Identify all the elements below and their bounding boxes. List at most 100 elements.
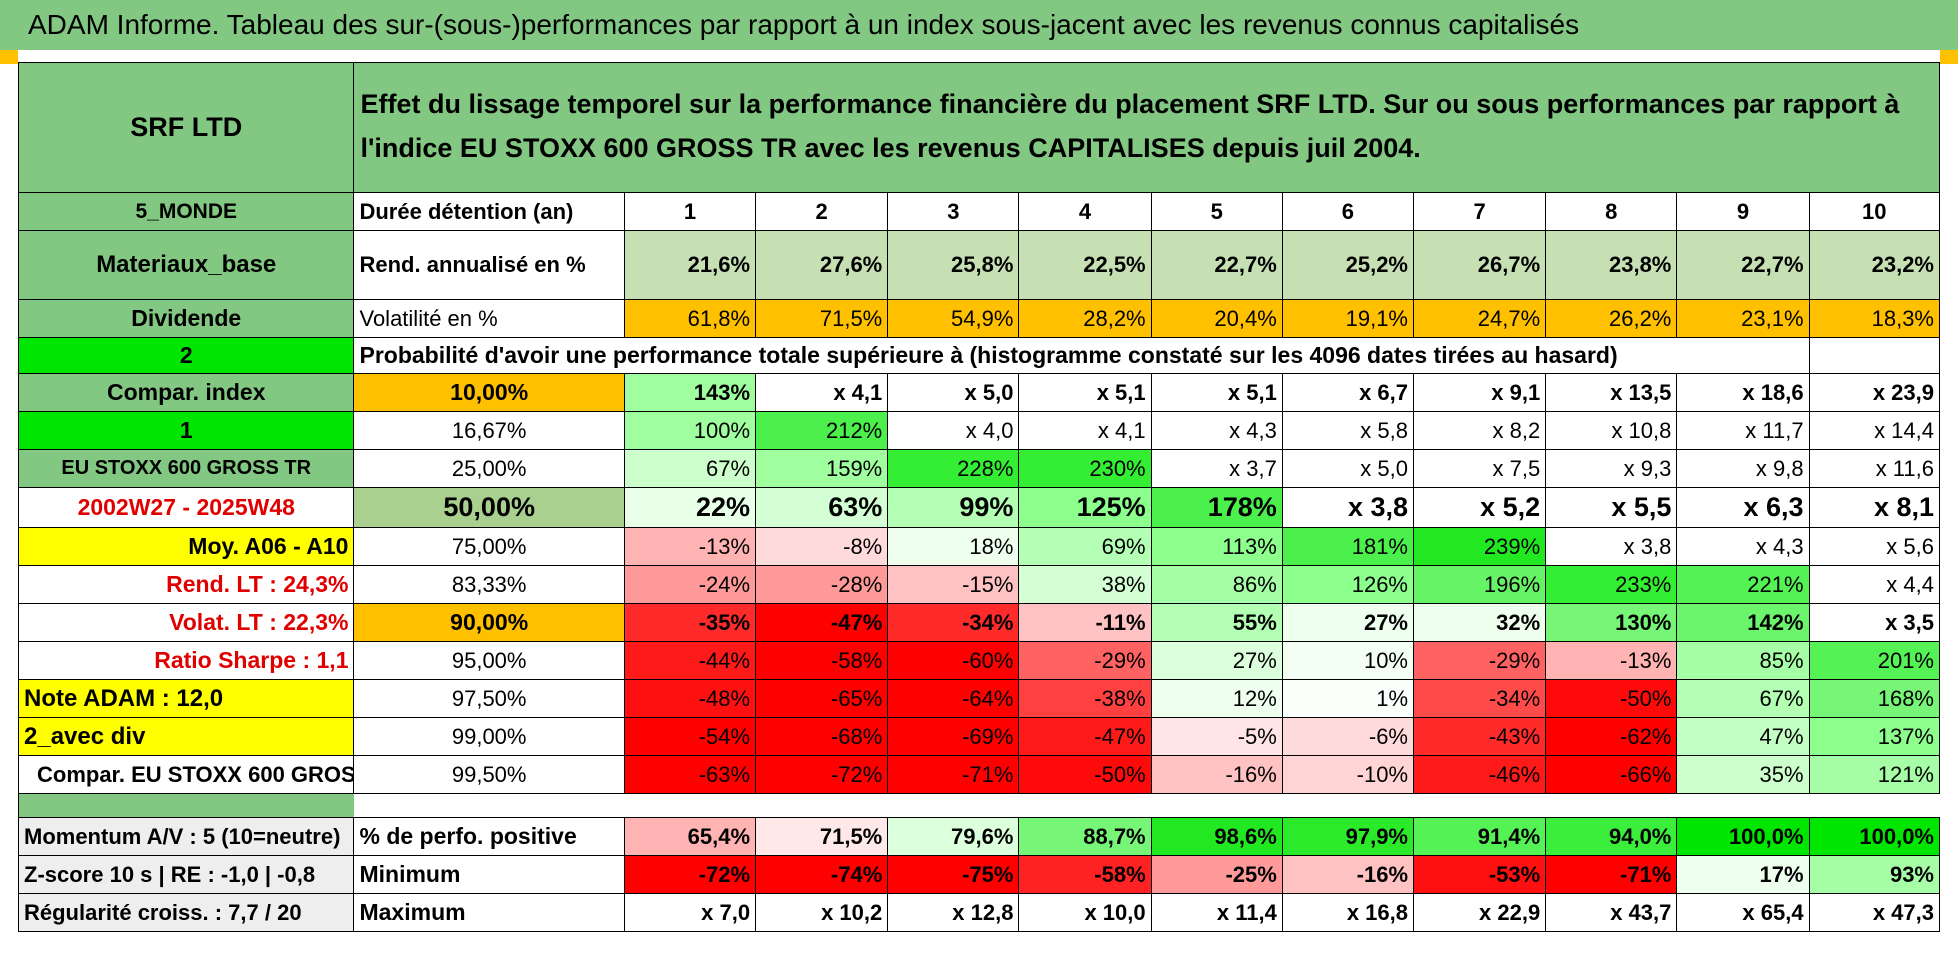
minimum-row: Z-score 10 s | RE : -1,0 | -0,8 Minimum … [17,855,1941,894]
probability-cell: 137% [1808,717,1941,756]
probability-row: Ratio Sharpe : 1,1 95,00% -44% -58% -60%… [17,641,1941,680]
stat-cell: 88,7% [1018,817,1152,856]
probability-cell: -69% [887,717,1020,756]
stat-cell: -25% [1150,855,1283,894]
maximum-row: Régularité croiss. : 7,7 / 20 Maximum x … [17,893,1941,932]
probability-cell: -54% [623,717,757,756]
probability-row-median: 2002W27 - 2025W48 50,00% 22% 63% 99% 125… [17,487,1941,528]
probability-cell: -10% [1281,755,1415,794]
adam-score-label: Note ADAM : 12,0 [17,679,355,718]
return-value: 25,2% [1281,230,1415,300]
probability-cell: -8% [755,527,889,566]
probability-threshold: 90,00% [353,603,625,642]
probability-row: Rend. LT : 24,3% 83,33% -24% -28% -15% 3… [17,565,1941,604]
probability-cell: -16% [1150,755,1283,794]
probability-cell: -24% [623,565,757,604]
stat-cell: 65,4% [623,817,757,856]
probability-threshold: 99,50% [353,755,625,794]
probability-cell: -58% [755,641,889,680]
probability-cell: 178% [1150,487,1283,528]
income-type-label: Dividende [17,299,355,338]
option-cell-2[interactable]: 1 [17,411,355,450]
period-label: 2002W27 - 2025W48 [17,487,355,528]
probability-cell: x 4,1 [755,373,889,412]
volatility-value: 23,1% [1676,299,1810,338]
probability-cell: 125% [1018,487,1152,528]
probability-cell: 142% [1676,603,1810,642]
probability-cell: x 13,5 [1545,373,1678,412]
probability-threshold: 75,00% [353,527,625,566]
volatility-value: 61,8% [623,299,757,338]
probability-cell: 239% [1412,527,1547,566]
probability-threshold: 99,00% [353,717,625,756]
year-header: 4 [1018,192,1152,231]
dividend-mode-label: 2_avec div [17,717,355,756]
volatility-value: 71,5% [755,299,889,338]
security-name-cell: SRF LTD [17,62,355,193]
probability-cell: x 11,6 [1808,449,1941,488]
probability-row: 1 16,67% 100% 212% x 4,0 x 4,1 x 4,3 x 5… [17,411,1941,450]
probability-row: Note ADAM : 12,0 97,50% -48% -65% -64% -… [17,679,1941,718]
stat-cell: x 65,4 [1676,893,1810,932]
probability-row: Moy. A06 - A10 75,00% -13% -8% 18% 69% 1… [17,527,1941,566]
year-header: 6 [1281,192,1415,231]
volatility-value: 24,7% [1412,299,1547,338]
probability-cell: x 3,8 [1545,527,1678,566]
probability-cell: x 5,0 [887,373,1020,412]
probability-cell: x 9,3 [1545,449,1678,488]
probability-cell: 113% [1150,527,1283,566]
stat-cell: -58% [1018,855,1152,894]
probability-cell: 27% [1150,641,1283,680]
stat-cell: 93% [1808,855,1941,894]
stat-cell: x 11,4 [1150,893,1283,932]
duration-label: Durée détention (an) [353,192,625,231]
probability-cell: x 5,1 [1018,373,1152,412]
comparison-full-label: Compar. EU STOXX 600 GROSS TR [17,755,355,794]
probability-cell: x 18,6 [1676,373,1810,412]
probability-cell: -64% [887,679,1020,718]
average-label: Moy. A06 - A10 [17,527,355,566]
option-cell-1[interactable]: 2 [17,337,355,374]
probability-threshold: 10,00% [353,373,625,412]
year-header: 9 [1676,192,1810,231]
probability-cell: x 5,2 [1412,487,1547,528]
return-value: 22,7% [1676,230,1810,300]
stat-cell: 98,6% [1150,817,1283,856]
stat-cell: -53% [1412,855,1547,894]
probability-cell: 228% [887,449,1020,488]
probability-cell: -15% [887,565,1020,604]
probability-cell: 67% [1676,679,1810,718]
probability-cell: -62% [1545,717,1678,756]
probability-cell: x 5,0 [1281,449,1415,488]
volatility-row: Dividende Volatilité en % 61,8% 71,5% 54… [17,299,1941,338]
return-value: 25,8% [887,230,1020,300]
probability-cell: 85% [1676,641,1810,680]
stat-cell: x 47,3 [1808,893,1941,932]
probability-cell: -60% [887,641,1020,680]
probability-cell: -6% [1281,717,1415,756]
probability-row: Volat. LT : 22,3% 90,00% -35% -47% -34% … [17,603,1941,642]
stat-cell: 100,0% [1808,817,1941,856]
probability-cell: x 7,5 [1412,449,1547,488]
stat-cell: x 10,0 [1018,893,1152,932]
probability-cell: x 8,1 [1808,487,1941,528]
table-description: Effet du lissage temporel sur la perform… [353,62,1940,193]
stat-cell: -16% [1281,855,1415,894]
holding-duration-row: 5_MONDE Durée détention (an) 1 2 3 4 5 6… [17,192,1941,231]
probability-row: Compar. EU STOXX 600 GROSS TR 99,50% -63… [17,755,1941,794]
return-value: 23,2% [1808,230,1941,300]
volatility-value: 54,9% [887,299,1020,338]
probability-heading: Probabilité d'avoir une performance tota… [353,337,1810,374]
probability-cell: -47% [755,603,889,642]
probability-cell: 212% [755,411,889,450]
volatility-value: 26,2% [1545,299,1678,338]
stat-cell: -74% [755,855,889,894]
probability-cell: 126% [1281,565,1415,604]
probability-cell: x 9,1 [1412,373,1547,412]
stat-cell: -72% [623,855,757,894]
index-name-label: EU STOXX 600 GROSS TR [17,449,355,488]
compar-index-label: Compar. index [17,373,355,412]
probability-cell: -50% [1018,755,1152,794]
probability-cell: x 4,4 [1808,565,1941,604]
probability-cell: 22% [623,487,757,528]
